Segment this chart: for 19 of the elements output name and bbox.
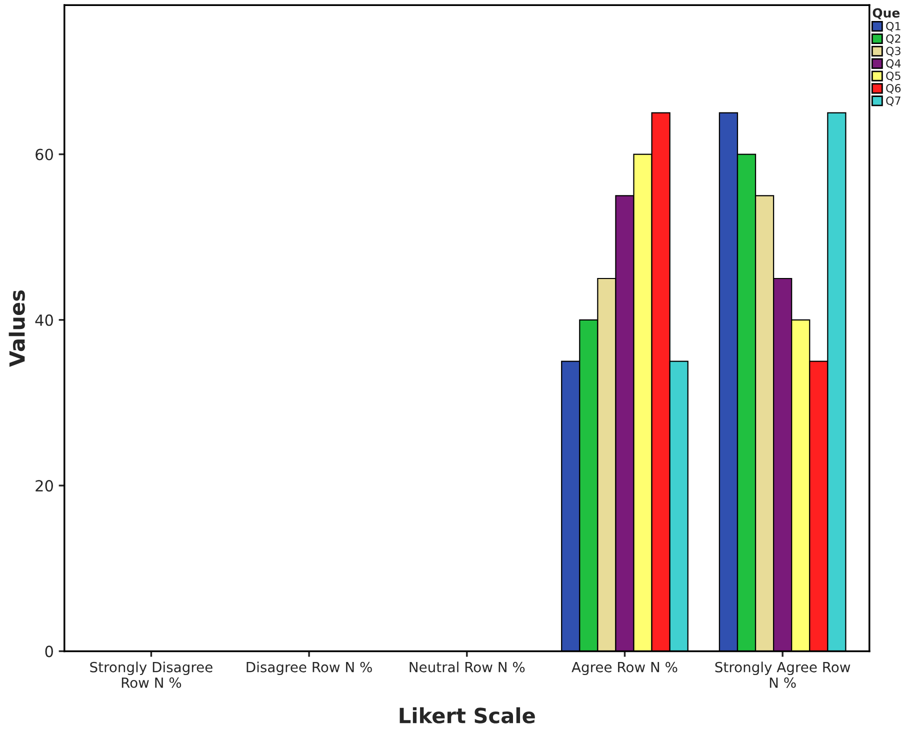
x-axis-title: Likert Scale: [400, 707, 535, 724]
legend-label: Q7: [886, 96, 900, 106]
legend-label: Q5: [886, 72, 900, 82]
y-tick-label: 20: [36, 480, 53, 492]
x-tick-label: Disagree Row N %: [246, 662, 372, 676]
legend-title: Que: [872, 8, 900, 20]
y-axis-title: Values: [8, 290, 25, 367]
x-tick-label: Neutral Row N %: [410, 662, 525, 672]
x-tick-label: Strongly Agree Row N %: [715, 662, 850, 688]
legend-label: Q3: [886, 46, 900, 56]
y-tick-label: 0: [45, 646, 53, 658]
x-tick-label: Agree Row N %: [572, 662, 678, 676]
legend-label: Q1: [886, 22, 900, 32]
legend-label: Q4: [886, 59, 901, 69]
y-tick-label: 60: [36, 148, 53, 160]
y-tick-label: 40: [35, 314, 53, 326]
x-tick-label: Strongly Disagree Row N %: [90, 662, 212, 688]
legend-label: Q2: [886, 34, 900, 44]
legend-label: Q6: [886, 84, 901, 94]
